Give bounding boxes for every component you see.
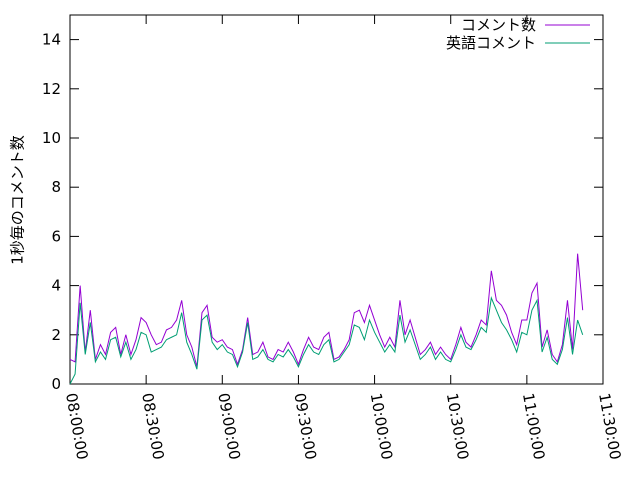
x-tick-label: 09:00:00 xyxy=(214,392,243,461)
y-tick-label: 12 xyxy=(42,80,61,98)
x-tick-label: 08:00:00 xyxy=(62,392,91,461)
x-tick-label: 10:30:00 xyxy=(443,392,472,461)
x-tick-label: 11:00:00 xyxy=(519,392,548,461)
y-tick-label: 0 xyxy=(51,375,61,393)
x-tick-label: 11:30:00 xyxy=(595,392,624,461)
legend-label: コメント数 xyxy=(461,16,536,34)
x-tick-label: 08:30:00 xyxy=(138,392,167,461)
plot-border xyxy=(69,14,604,385)
y-tick-label: 6 xyxy=(51,227,61,245)
series-line xyxy=(69,296,584,385)
series-line xyxy=(69,253,584,367)
legend-label: 英語コメント xyxy=(446,34,536,52)
y-tick-label: 8 xyxy=(51,178,61,196)
y-tick-label: 4 xyxy=(51,277,61,295)
x-tick-label: 10:00:00 xyxy=(367,392,396,461)
y-tick-label: 14 xyxy=(42,31,61,49)
x-tick-label: 09:30:00 xyxy=(290,392,319,461)
y-tick-label: 10 xyxy=(42,129,61,147)
y-axis-label: 1秒毎のコメント数 xyxy=(9,135,27,265)
y-tick-label: 2 xyxy=(51,326,61,344)
